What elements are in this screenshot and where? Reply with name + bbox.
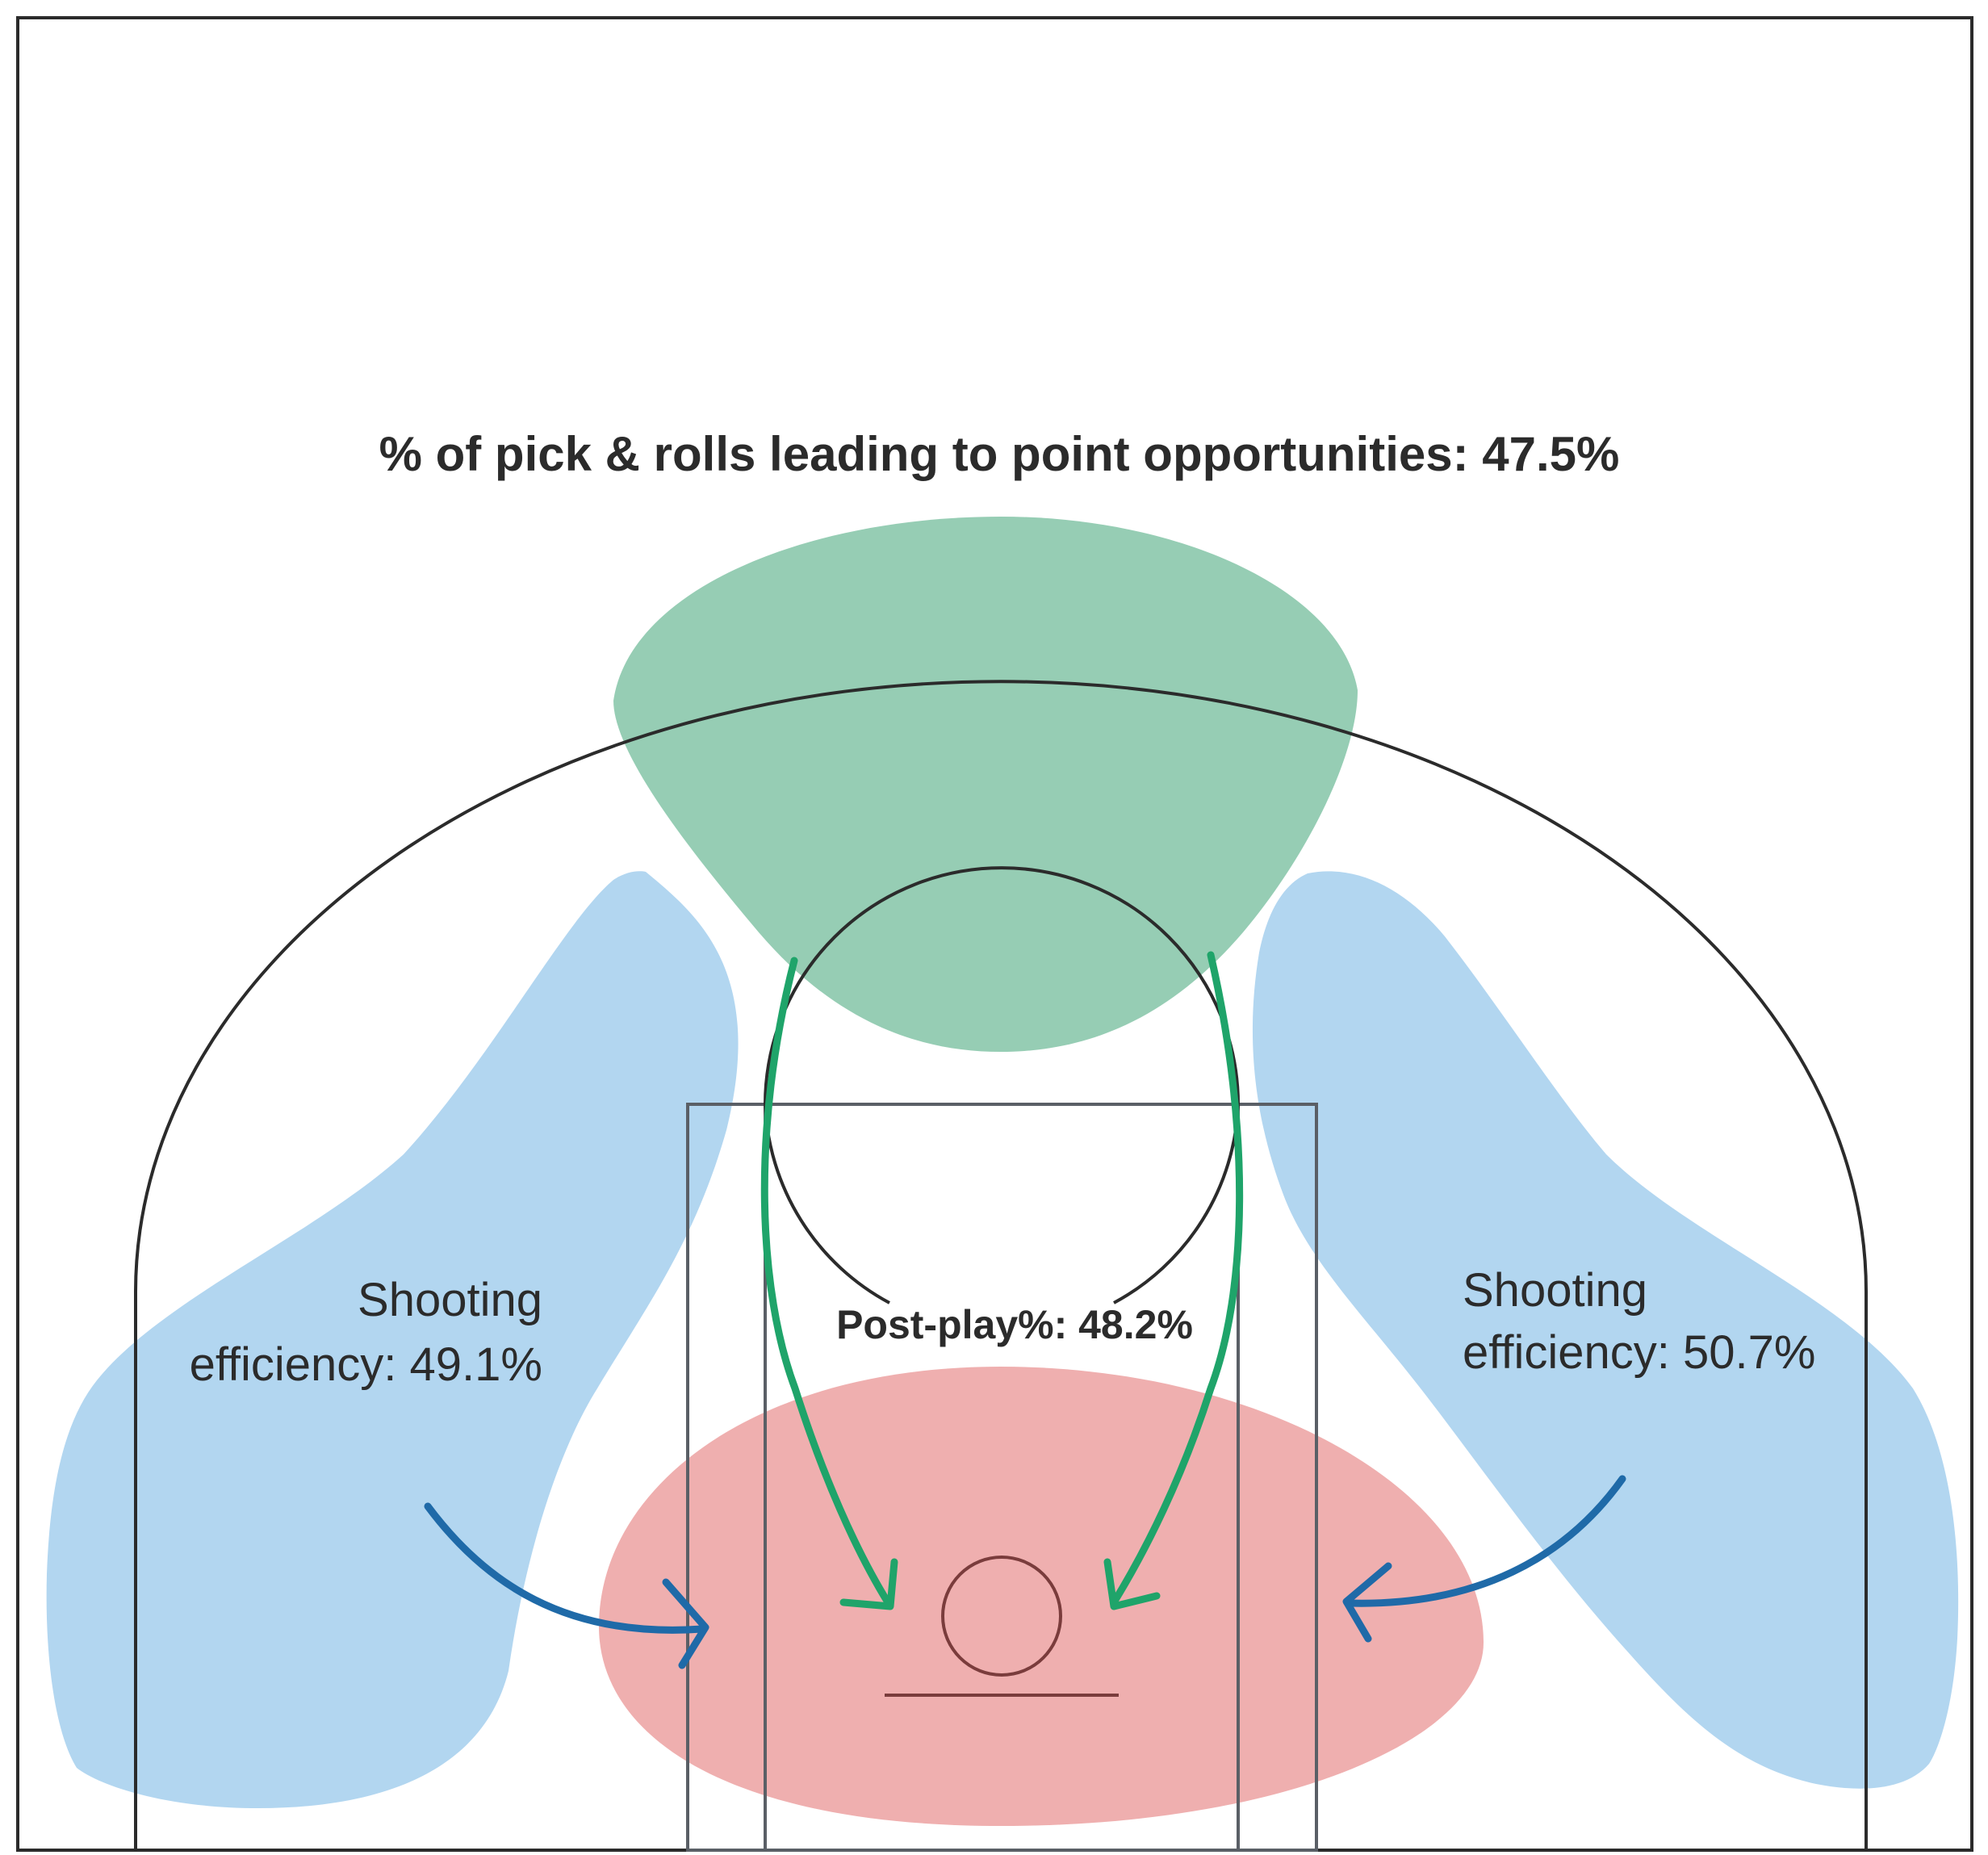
- free-throw-circle-bottom: [1113, 1103, 1240, 1304]
- right-zone-label-line2: efficiency: 50.7%: [1463, 1326, 1815, 1379]
- pick-and-roll-zone: [613, 517, 1358, 1052]
- left-shooting-zone: [46, 871, 739, 1808]
- inner-paint: [764, 1103, 1240, 1852]
- hoop: [941, 1556, 1062, 1677]
- free-throw-circle-top: [764, 866, 1240, 1105]
- right-shooting-zone: [1252, 871, 1959, 1789]
- post-play-label: Post-play%: 48.2%: [836, 1302, 1193, 1347]
- pick-and-roll-arrow-left: [760, 957, 898, 1610]
- three-point-line: [134, 680, 1868, 1850]
- shooting-arrow-left: [424, 1502, 709, 1669]
- headline: % of pick & rolls leading to point oppor…: [379, 427, 1620, 481]
- post-play-zone: [599, 1367, 1484, 1826]
- free-throw-circle-bottom-left: [764, 1103, 890, 1304]
- left-zone-label-line2: efficiency: 49.1%: [190, 1338, 542, 1391]
- shooting-arrow-right: [1342, 1475, 1626, 1643]
- left-zone-label-line1: Shooting: [358, 1274, 542, 1326]
- pick-and-roll-arrow-right: [1103, 951, 1244, 1610]
- right-zone-label-line1: Shooting: [1463, 1264, 1647, 1317]
